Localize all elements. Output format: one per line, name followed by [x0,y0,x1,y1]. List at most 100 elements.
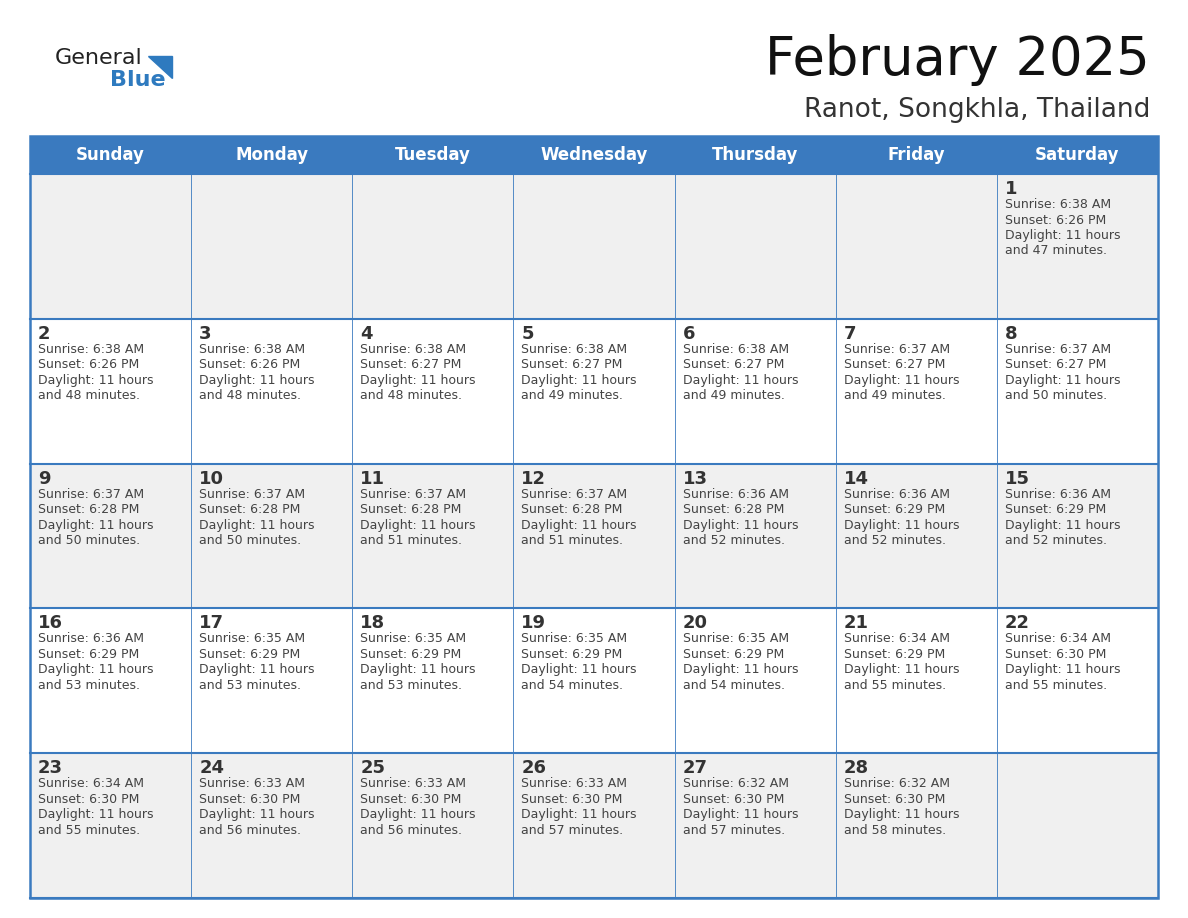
Text: Sunrise: 6:36 AM: Sunrise: 6:36 AM [38,633,144,645]
Text: Sunset: 6:26 PM: Sunset: 6:26 PM [1005,214,1106,227]
Text: Daylight: 11 hours: Daylight: 11 hours [360,374,475,386]
Text: Daylight: 11 hours: Daylight: 11 hours [522,664,637,677]
Text: Sunrise: 6:36 AM: Sunrise: 6:36 AM [843,487,949,500]
Text: Sunset: 6:30 PM: Sunset: 6:30 PM [683,793,784,806]
Text: Sunrise: 6:34 AM: Sunrise: 6:34 AM [1005,633,1111,645]
Text: Daylight: 11 hours: Daylight: 11 hours [843,808,959,822]
Text: Sunset: 6:30 PM: Sunset: 6:30 PM [522,793,623,806]
Text: Daylight: 11 hours: Daylight: 11 hours [200,519,315,532]
Text: Sunrise: 6:33 AM: Sunrise: 6:33 AM [360,778,466,790]
Text: Daylight: 11 hours: Daylight: 11 hours [200,808,315,822]
Text: Daylight: 11 hours: Daylight: 11 hours [683,374,798,386]
Text: 6: 6 [683,325,695,342]
Text: 7: 7 [843,325,857,342]
Text: 8: 8 [1005,325,1017,342]
Text: Daylight: 11 hours: Daylight: 11 hours [843,664,959,677]
Text: and 49 minutes.: and 49 minutes. [843,389,946,402]
Text: 13: 13 [683,470,708,487]
Text: Sunrise: 6:36 AM: Sunrise: 6:36 AM [683,487,789,500]
Text: Sunset: 6:29 PM: Sunset: 6:29 PM [38,648,139,661]
Text: Daylight: 11 hours: Daylight: 11 hours [38,664,153,677]
Text: Sunrise: 6:37 AM: Sunrise: 6:37 AM [200,487,305,500]
Text: Sunrise: 6:35 AM: Sunrise: 6:35 AM [200,633,305,645]
Text: Sunrise: 6:35 AM: Sunrise: 6:35 AM [683,633,789,645]
Text: Sunset: 6:26 PM: Sunset: 6:26 PM [38,358,139,371]
Text: Sunset: 6:29 PM: Sunset: 6:29 PM [843,648,944,661]
Text: Daylight: 11 hours: Daylight: 11 hours [360,519,475,532]
Text: Sunset: 6:27 PM: Sunset: 6:27 PM [360,358,462,371]
Text: Daylight: 11 hours: Daylight: 11 hours [683,519,798,532]
Text: and 48 minutes.: and 48 minutes. [360,389,462,402]
Text: Ranot, Songkhla, Thailand: Ranot, Songkhla, Thailand [803,97,1150,123]
Text: Sunset: 6:27 PM: Sunset: 6:27 PM [1005,358,1106,371]
Text: 1: 1 [1005,180,1017,198]
Text: 27: 27 [683,759,708,778]
Text: Tuesday: Tuesday [394,146,470,164]
Text: Sunrise: 6:33 AM: Sunrise: 6:33 AM [200,778,305,790]
Text: Sunset: 6:26 PM: Sunset: 6:26 PM [200,358,301,371]
Text: Sunrise: 6:32 AM: Sunrise: 6:32 AM [683,778,789,790]
Text: Sunrise: 6:38 AM: Sunrise: 6:38 AM [360,342,467,356]
Text: 20: 20 [683,614,708,633]
Text: Sunrise: 6:37 AM: Sunrise: 6:37 AM [1005,342,1111,356]
Text: 12: 12 [522,470,546,487]
Text: and 55 minutes.: and 55 minutes. [1005,679,1107,692]
Text: 22: 22 [1005,614,1030,633]
Text: and 49 minutes.: and 49 minutes. [522,389,624,402]
Text: Daylight: 11 hours: Daylight: 11 hours [200,374,315,386]
Text: 25: 25 [360,759,385,778]
Text: Sunrise: 6:38 AM: Sunrise: 6:38 AM [1005,198,1111,211]
Text: and 50 minutes.: and 50 minutes. [38,534,140,547]
Text: and 51 minutes.: and 51 minutes. [522,534,624,547]
Text: Sunset: 6:29 PM: Sunset: 6:29 PM [522,648,623,661]
Text: and 52 minutes.: and 52 minutes. [683,534,784,547]
Text: Daylight: 11 hours: Daylight: 11 hours [843,519,959,532]
Text: Sunrise: 6:32 AM: Sunrise: 6:32 AM [843,778,949,790]
Text: 26: 26 [522,759,546,778]
Text: Sunrise: 6:38 AM: Sunrise: 6:38 AM [522,342,627,356]
Text: and 58 minutes.: and 58 minutes. [843,823,946,836]
Text: Sunrise: 6:34 AM: Sunrise: 6:34 AM [843,633,949,645]
Text: Daylight: 11 hours: Daylight: 11 hours [522,374,637,386]
Text: Daylight: 11 hours: Daylight: 11 hours [38,519,153,532]
Text: Daylight: 11 hours: Daylight: 11 hours [683,664,798,677]
Text: and 47 minutes.: and 47 minutes. [1005,244,1107,258]
Text: Sunset: 6:30 PM: Sunset: 6:30 PM [843,793,946,806]
Text: and 50 minutes.: and 50 minutes. [1005,389,1107,402]
Text: Daylight: 11 hours: Daylight: 11 hours [360,808,475,822]
Text: Sunrise: 6:37 AM: Sunrise: 6:37 AM [843,342,950,356]
Text: and 56 minutes.: and 56 minutes. [360,823,462,836]
Text: Sunrise: 6:34 AM: Sunrise: 6:34 AM [38,778,144,790]
Text: 10: 10 [200,470,225,487]
Text: Thursday: Thursday [712,146,798,164]
Text: Sunrise: 6:36 AM: Sunrise: 6:36 AM [1005,487,1111,500]
Text: Sunset: 6:27 PM: Sunset: 6:27 PM [522,358,623,371]
Text: Sunset: 6:27 PM: Sunset: 6:27 PM [683,358,784,371]
Text: Sunset: 6:30 PM: Sunset: 6:30 PM [38,793,139,806]
Text: Sunset: 6:30 PM: Sunset: 6:30 PM [1005,648,1106,661]
Text: Daylight: 11 hours: Daylight: 11 hours [200,664,315,677]
Text: Sunset: 6:28 PM: Sunset: 6:28 PM [38,503,139,516]
Text: 24: 24 [200,759,225,778]
Text: 4: 4 [360,325,373,342]
Text: 5: 5 [522,325,533,342]
Text: and 48 minutes.: and 48 minutes. [200,389,301,402]
Text: Daylight: 11 hours: Daylight: 11 hours [360,664,475,677]
Text: 21: 21 [843,614,868,633]
Bar [30,319,1158,464]
Text: 11: 11 [360,470,385,487]
Text: Blue: Blue [110,70,165,90]
Text: 28: 28 [843,759,868,778]
Text: Friday: Friday [887,146,946,164]
Bar [30,174,1158,319]
Text: Daylight: 11 hours: Daylight: 11 hours [522,519,637,532]
Bar [30,609,1158,753]
Text: and 48 minutes.: and 48 minutes. [38,389,140,402]
Text: Sunset: 6:27 PM: Sunset: 6:27 PM [843,358,946,371]
Polygon shape [148,56,172,78]
Text: 16: 16 [38,614,63,633]
Text: 15: 15 [1005,470,1030,487]
Text: Sunrise: 6:33 AM: Sunrise: 6:33 AM [522,778,627,790]
Bar [30,753,1158,898]
Text: Sunrise: 6:37 AM: Sunrise: 6:37 AM [38,487,144,500]
